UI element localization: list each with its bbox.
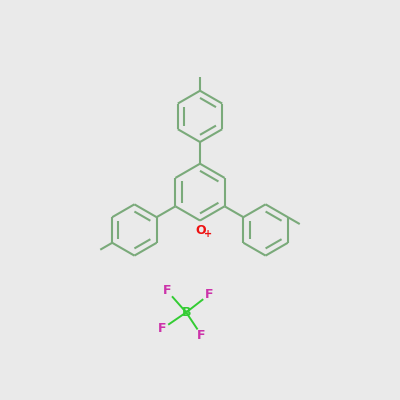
Text: +: + (204, 229, 212, 239)
Text: O: O (196, 224, 206, 237)
Text: B: B (182, 306, 191, 319)
Text: F: F (197, 329, 206, 342)
Text: F: F (158, 322, 166, 335)
Text: F: F (204, 288, 213, 301)
Text: F: F (163, 284, 172, 298)
